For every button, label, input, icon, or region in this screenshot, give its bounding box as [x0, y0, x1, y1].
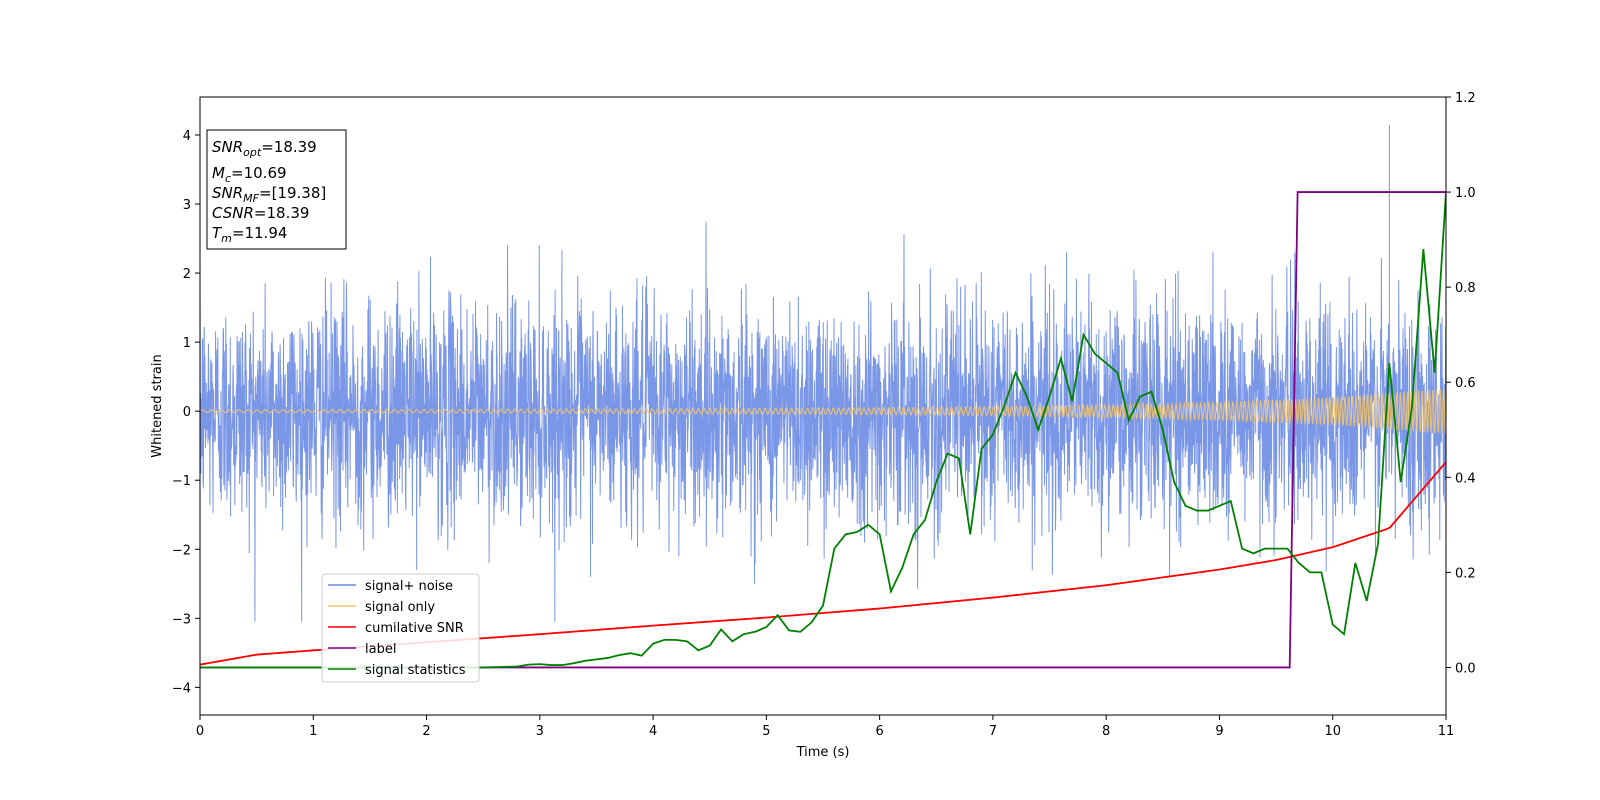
info-mc-value: =10.69 [231, 164, 287, 182]
info-csnr: CSNR=18.39 [212, 204, 309, 222]
y-right-tick-label: 0.0 [1455, 661, 1476, 676]
x-tick-label: 3 [536, 724, 544, 739]
x-tick-label: 5 [762, 724, 770, 739]
x-tick-label: 10 [1324, 724, 1341, 739]
info-box: SNRopt=18.39 Mc=10.69 SNRMF=[19.38] CSNR… [206, 129, 347, 250]
y-left-tick-label: −2 [172, 543, 191, 558]
y-left-tick-label: −1 [172, 474, 191, 489]
x-tick-label: 9 [1215, 724, 1223, 739]
info-box-frame [206, 129, 347, 250]
y-axis-title: Whitened strain [150, 354, 165, 457]
y-left-tick-label: −4 [172, 681, 191, 696]
y-left-tick-label: 1 [183, 336, 191, 351]
info-snr-mf: SNRMF=[19.38] [212, 184, 326, 205]
y-right-tick-label: 1.0 [1455, 186, 1476, 201]
info-tm-value: =11.94 [232, 224, 288, 242]
x-tick-label: 11 [1438, 724, 1455, 739]
y-left-tick-label: 3 [183, 198, 191, 213]
x-axis-title: Time (s) [796, 745, 850, 760]
x-tick-label: 1 [309, 724, 317, 739]
info-mc: Mc=10.69 [212, 164, 287, 185]
y-right-tick-label: 1.2 [1455, 91, 1476, 106]
y-left-tick-label: 2 [183, 267, 191, 282]
legend-label-cumulative-snr: cumilative SNR [365, 621, 464, 636]
x-tick-label: 6 [875, 724, 883, 739]
info-snr-mf-value: =[19.38] [259, 184, 326, 202]
y-left-tick-label: −3 [172, 612, 191, 627]
y-left-tick-label: 4 [183, 129, 191, 144]
y-right-tick-label: 0.8 [1455, 281, 1476, 296]
legend-frame [321, 573, 480, 683]
info-tm: Tm=11.94 [212, 224, 287, 245]
x-tick-label: 8 [1102, 724, 1110, 739]
axis-ticks: 0 1 2 3 4 5 6 7 8 9 10 11 −4 −3 −2 −1 0 1 2 3 4 0.0 0.2 0.4 0.6 0… [172, 91, 1476, 739]
series-label [200, 191, 1446, 669]
legend-label-signal-only: signal only [365, 600, 435, 615]
y-right-tick-label: 0.6 [1455, 376, 1476, 391]
legend-label-signal-statistics: signal statistics [365, 663, 466, 678]
plot-frame [199, 96, 1447, 716]
y-right-tick-label: 0.4 [1455, 471, 1476, 486]
x-tick-label: 2 [422, 724, 430, 739]
info-csnr-value: =18.39 [254, 204, 310, 222]
x-tick-label: 4 [649, 724, 657, 739]
legend-label-label: label [365, 642, 396, 657]
y-left-tick-label: 0 [183, 405, 191, 420]
x-tick-label: 7 [989, 724, 997, 739]
series-signal-only [200, 388, 1446, 434]
legend: signal+ noise signal only cumilative SNR… [321, 573, 480, 683]
info-snr-opt-value: =18.39 [261, 138, 317, 156]
legend-label-signal-noise: signal+ noise [365, 579, 453, 594]
info-snr-opt: SNRopt=18.39 [212, 138, 317, 159]
series-signal-statistics [200, 192, 1446, 669]
x-tick-label: 0 [196, 724, 204, 739]
y-right-tick-label: 0.2 [1455, 566, 1476, 581]
